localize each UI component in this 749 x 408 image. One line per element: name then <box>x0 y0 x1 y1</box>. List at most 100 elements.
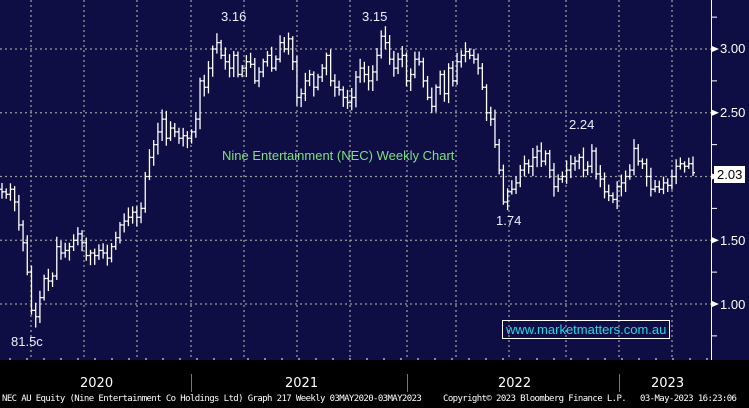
ohlc-bar <box>4 188 9 199</box>
ohlc-bar <box>442 70 447 102</box>
ohlc-bar <box>459 50 464 68</box>
ohlc-bar <box>88 249 93 266</box>
ohlc-bar <box>619 174 624 197</box>
ohlc-bar <box>526 159 531 174</box>
ohlc-bar <box>168 121 173 141</box>
ohlc-bar <box>581 147 586 178</box>
ohlc-bar <box>269 46 274 72</box>
ohlc-bar <box>501 164 506 205</box>
ohlc-bar <box>585 161 590 176</box>
ohlc-bar <box>278 35 283 63</box>
ohlc-bar <box>294 55 299 106</box>
ohlc-bar <box>589 144 594 174</box>
ohlc-bar <box>417 51 422 66</box>
ohlc-bar <box>467 48 472 60</box>
ohlc-bar <box>248 52 253 68</box>
ohlc-bar <box>332 74 337 97</box>
ohlc-bar <box>210 45 215 77</box>
ohlc-bar <box>412 51 417 79</box>
ohlc-bar <box>564 160 569 184</box>
ohlc-bar <box>644 158 649 187</box>
ohlc-bar <box>349 87 354 111</box>
ohlc-bar <box>299 88 304 108</box>
ohlc-bar <box>172 123 177 138</box>
ohlc-bar <box>383 26 388 50</box>
ohlc-bar <box>577 153 582 170</box>
ohlc-bar <box>341 86 346 107</box>
ohlc-bar <box>126 207 131 227</box>
annotation-low-2022: 1.74 <box>496 213 522 228</box>
y-tick-marker <box>712 109 719 116</box>
ohlc-bar <box>358 58 363 83</box>
ohlc-bar <box>37 290 42 324</box>
ohlc-bar <box>674 159 679 185</box>
ohlc-bar <box>379 30 384 59</box>
ohlc-bar <box>573 156 578 171</box>
ohlc-bar <box>678 157 683 170</box>
ohlc-bar <box>181 127 186 147</box>
ohlc-bar <box>324 52 329 76</box>
watermark-link[interactable]: www.marketmatters.com.au <box>502 320 671 339</box>
ohlc-bar <box>396 52 401 75</box>
ohlc-bar <box>480 63 485 91</box>
ohlc-bar <box>505 188 510 211</box>
x-tick-label: 2020 <box>80 376 114 391</box>
annotation-high-2022: 2.24 <box>569 117 595 132</box>
ohlc-bar <box>328 49 333 87</box>
ohlc-bar <box>214 33 219 54</box>
ohlc-bar <box>568 155 573 179</box>
ohlc-bar <box>425 75 430 101</box>
ohlc-bar <box>185 131 190 149</box>
ohlc-bar <box>311 71 316 97</box>
ohlc-bar <box>16 194 21 231</box>
ohlc-bar <box>117 222 122 244</box>
ohlc-bar <box>0 182 4 199</box>
y-tick-label: 1.50 <box>720 233 746 248</box>
ohlc-bar <box>421 57 426 88</box>
ohlc-bar <box>231 51 236 78</box>
ohlc-bar <box>627 164 632 180</box>
ohlc-bar <box>556 174 561 192</box>
ohlc-bar <box>535 145 540 168</box>
ohlc-bar <box>543 150 548 166</box>
ohlc-bar <box>160 109 165 142</box>
ohlc-bar <box>63 242 68 258</box>
x-axis: 2020 2021 2022 2023 NEC AU Equity (Nine … <box>0 360 749 408</box>
ohlc-bar <box>21 220 26 252</box>
ohlc-bar <box>438 70 443 95</box>
ohlc-bar <box>273 55 278 71</box>
ohlc-bar <box>484 84 489 121</box>
last-price-marker: 2.03 <box>714 166 746 183</box>
price-chart[interactable] <box>0 0 749 360</box>
ohlc-bar <box>139 202 144 224</box>
ohlc-bar <box>261 58 266 78</box>
ohlc-bar <box>632 139 637 176</box>
x-tick-label: 2021 <box>285 376 319 391</box>
ohlc-bar <box>665 178 670 192</box>
ohlc-bar <box>669 169 674 190</box>
ohlc-bar <box>46 268 51 292</box>
ohlc-bar <box>497 138 502 175</box>
ohlc-bar <box>661 176 666 195</box>
ohlc-bar <box>71 234 76 251</box>
ohlc-bar <box>387 35 392 65</box>
ohlc-bar <box>155 122 160 155</box>
ohlc-bar <box>223 47 228 70</box>
ohlc-bar <box>370 65 375 91</box>
ohlc-bar <box>316 73 321 91</box>
ohlc-bar <box>374 47 379 81</box>
ohlc-bar <box>691 156 695 176</box>
ohlc-bar <box>80 230 85 252</box>
ohlc-bar <box>176 127 181 144</box>
ohlc-bar <box>257 67 262 88</box>
ohlc-bar <box>362 61 367 83</box>
ohlc-bar <box>522 155 527 177</box>
ohlc-bar <box>307 69 312 87</box>
ohlc-bar <box>147 149 152 181</box>
ohlc-bar <box>290 36 295 71</box>
ohlc-bar <box>408 68 413 92</box>
ohlc-bar <box>400 46 405 68</box>
ohlc-bar <box>598 165 603 188</box>
ohlc-bar <box>547 149 552 179</box>
